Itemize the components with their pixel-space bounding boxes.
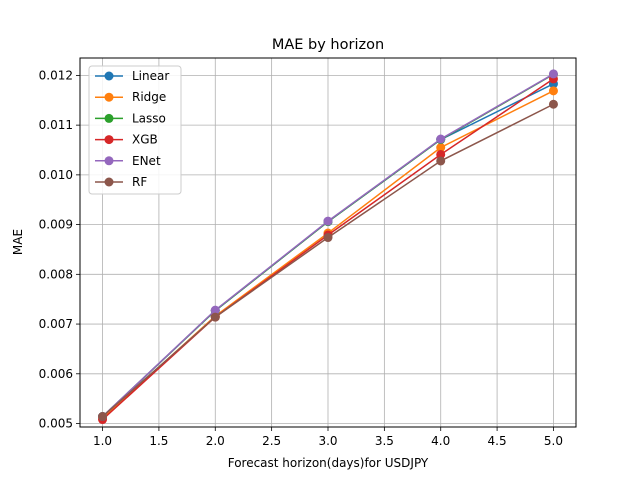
y-axis-label: MAE [11,229,25,255]
legend-marker-linear [104,71,114,81]
data-point-enet [436,134,446,144]
legend-marker-ridge [104,92,114,102]
y-tick-label: 0.012 [39,68,73,82]
data-point-rf [98,412,108,422]
x-tick-label: 3.5 [375,434,394,448]
y-tick-label: 0.011 [39,118,73,132]
tick-layer: 1.0 1.5 2.0 2.5 3.0 3.5 4.0 4.5 5.0 0.005 0.006 0.0… [39,68,563,448]
legend-label-ridge: Ridge [132,90,166,104]
y-tick-label: 0.007 [39,317,73,331]
legend-label-rf: RF [132,175,147,189]
legend-marker-rf [104,177,114,187]
data-point-rf [210,312,220,322]
legend-label-linear: Linear [132,69,169,83]
x-tick-label: 1.0 [93,434,112,448]
x-tick-label: 2.5 [262,434,281,448]
chart-title: MAE by horizon [272,37,384,53]
x-tick-label: 4.5 [488,434,507,448]
data-point-ridge [436,143,446,153]
data-point-ridge [548,86,558,96]
data-point-rf [436,156,446,166]
data-point-enet [210,305,220,315]
legend-label-enet: ENet [132,154,161,168]
data-point-enet [548,69,558,79]
x-tick-label: 5.0 [544,434,563,448]
x-tick-label: 2.0 [206,434,225,448]
y-tick-label: 0.006 [39,367,73,381]
legend-label-lasso: Lasso [132,111,166,125]
x-axis-label: Forecast horizon(days)for USDJPY [228,456,429,470]
x-tick-label: 3.0 [318,434,337,448]
data-point-xgb [436,149,446,159]
y-tick-label: 0.008 [39,267,73,281]
data-point-enet [323,216,333,226]
legend-marker-enet [104,156,114,166]
y-tick-label: 0.009 [39,218,73,232]
x-tick-label: 4.0 [431,434,450,448]
legend-marker-lasso [104,113,114,123]
legend-marker-xgb [104,135,114,145]
y-tick-label: 0.010 [39,168,73,182]
data-point-rf [548,99,558,109]
legend: Linear Ridge Lasso XGB ENet RF [88,65,182,195]
data-point-rf [323,233,333,243]
x-tick-label: 1.5 [149,434,168,448]
series-layer [98,69,558,425]
legend-label-xgb: XGB [132,133,158,147]
y-tick-label: 0.005 [39,417,73,431]
